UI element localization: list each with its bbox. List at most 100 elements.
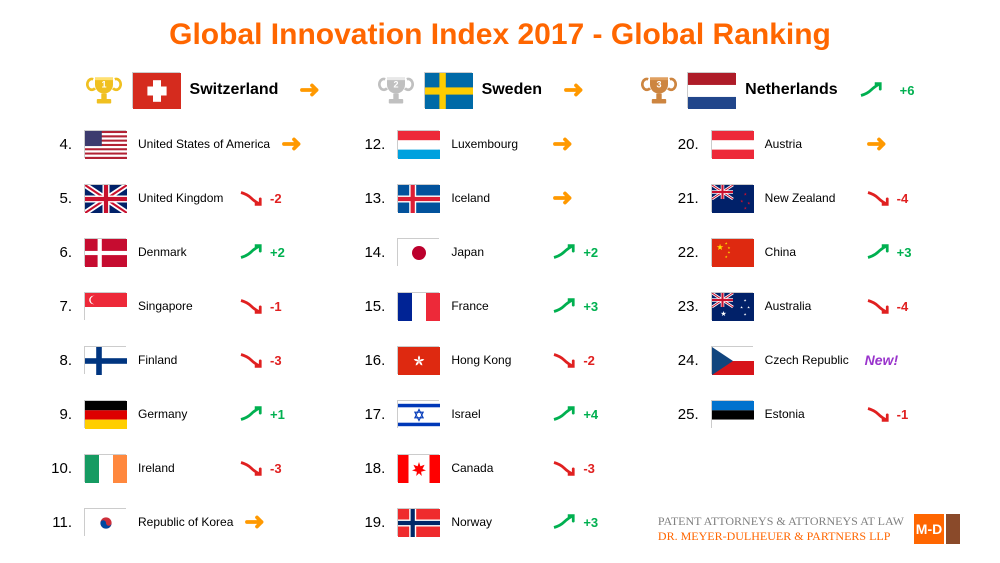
- rank-number: 5.: [40, 190, 72, 207]
- trend-arrow-icon: [865, 187, 893, 209]
- rank-number: 17.: [353, 406, 385, 423]
- ranking-row: 7. Singapore -1: [40, 284, 333, 328]
- rank-number: 25.: [667, 406, 699, 423]
- page-title: Global Innovation Index 2017 - Global Ra…: [0, 0, 1000, 66]
- country-name: Republic of Korea: [138, 515, 233, 529]
- country-name: Switzerland: [190, 81, 279, 99]
- ranking-row: 5. United Kingdom -2: [40, 176, 333, 220]
- svg-text:★: ★: [740, 199, 744, 204]
- footer-line1: PATENT ATTORNEYS & ATTORNEYS AT LAW: [658, 514, 904, 530]
- country-name: Estonia: [765, 407, 855, 421]
- trend-arrow-icon: [865, 133, 893, 155]
- flag-icon: [397, 130, 439, 158]
- ranking-row: 8. Finland -3: [40, 338, 333, 382]
- trend-arrow-icon: [551, 457, 579, 479]
- rank-number: 18.: [353, 460, 385, 477]
- delta-value: +6: [900, 83, 915, 98]
- country-name: Denmark: [138, 245, 228, 259]
- logo-box: M-D: [914, 514, 944, 544]
- ranking-row: 12. Luxembourg: [353, 122, 646, 166]
- trend-arrow-icon: [238, 295, 266, 317]
- country-name: Japan: [451, 245, 541, 259]
- trend-arrow-icon: [238, 241, 266, 263]
- flag-icon: [711, 400, 753, 428]
- top3-item: 2 Sweden: [378, 72, 590, 108]
- trend-arrow-icon: [551, 241, 579, 263]
- trend-arrow-icon: [238, 349, 266, 371]
- country-name: Sweden: [482, 81, 542, 99]
- delta-value: -2: [270, 191, 282, 206]
- trend-arrow-icon: [551, 133, 579, 155]
- rank-number: 19.: [353, 514, 385, 531]
- svg-text:3: 3: [657, 79, 662, 89]
- trophy-icon: 3: [641, 72, 677, 108]
- trend-arrow-icon: [551, 511, 579, 533]
- rank-number: 13.: [353, 190, 385, 207]
- rank-number: 6.: [40, 244, 72, 261]
- country-name: Canada: [451, 461, 541, 475]
- footer-line2: DR. MEYER-DULHEUER & PARTNERS LLP: [658, 529, 904, 545]
- ranking-row: 6. Denmark +2: [40, 230, 333, 274]
- flag-icon: [84, 292, 126, 320]
- svg-text:★: ★: [720, 310, 726, 318]
- country-name: Germany: [138, 407, 228, 421]
- delta-value: -3: [583, 461, 595, 476]
- flag-icon: ★★★★★: [711, 238, 753, 266]
- flag-icon: [711, 346, 753, 374]
- rank-number: 16.: [353, 352, 385, 369]
- flag-icon: [84, 130, 126, 158]
- trend-arrow-icon: [280, 133, 308, 155]
- ranking-row: 18. Canada -3: [353, 446, 646, 490]
- flag-icon: ★★★★★: [711, 292, 753, 320]
- logo-box: [946, 514, 960, 544]
- flag-icon: [687, 72, 735, 108]
- country-name: Australia: [765, 299, 855, 313]
- rank-number: 24.: [667, 352, 699, 369]
- svg-text:★: ★: [743, 206, 747, 211]
- trend-arrow-icon: [238, 187, 266, 209]
- trend-arrow-icon: [551, 349, 579, 371]
- trend-arrow-icon: [865, 241, 893, 263]
- trend-arrow-icon: [551, 187, 579, 209]
- trend-arrow-icon: [243, 511, 271, 533]
- country-name: Israel: [451, 407, 541, 421]
- delta-value: +3: [583, 299, 598, 314]
- country-name: Austria: [765, 137, 855, 151]
- trend-arrow-icon: [865, 403, 893, 425]
- flag-icon: ★★★★: [711, 184, 753, 212]
- ranking-row: 9. Germany +1: [40, 392, 333, 436]
- footer-logo: M-D: [914, 514, 960, 544]
- flag-icon: [397, 400, 439, 428]
- flag-icon: [711, 130, 753, 158]
- flag-icon: [84, 238, 126, 266]
- delta-value: -1: [270, 299, 282, 314]
- country-name: Norway: [451, 515, 541, 529]
- ranking-row: 4. United States of America: [40, 122, 333, 166]
- trend-arrow-icon: [551, 295, 579, 317]
- flag-icon: [397, 238, 439, 266]
- country-name: France: [451, 299, 541, 313]
- ranking-column: 4. United States of America 5. United Ki…: [40, 122, 333, 544]
- country-name: Finland: [138, 353, 228, 367]
- flag-icon: [84, 400, 126, 428]
- trend-arrow-icon: [298, 79, 326, 101]
- ranking-row: 16. Hong Kong -2: [353, 338, 646, 382]
- delta-value: -2: [583, 353, 595, 368]
- footer: PATENT ATTORNEYS & ATTORNEYS AT LAW DR. …: [658, 514, 960, 545]
- rank-number: 22.: [667, 244, 699, 261]
- trophy-icon: 2: [378, 72, 414, 108]
- flag-icon: [397, 184, 439, 212]
- rank-number: 10.: [40, 460, 72, 477]
- flag-icon: [397, 292, 439, 320]
- new-label: New!: [865, 352, 898, 368]
- country-name: Iceland: [451, 191, 541, 205]
- delta-value: -1: [897, 407, 909, 422]
- country-name: China: [765, 245, 855, 259]
- ranking-row: 10. Ireland -3: [40, 446, 333, 490]
- ranking-columns: 4. United States of America 5. United Ki…: [0, 122, 1000, 544]
- flag-icon: [84, 346, 126, 374]
- country-name: United States of America: [138, 137, 270, 151]
- flag-icon: [397, 454, 439, 482]
- rank-number: 9.: [40, 406, 72, 423]
- country-name: New Zealand: [765, 191, 855, 205]
